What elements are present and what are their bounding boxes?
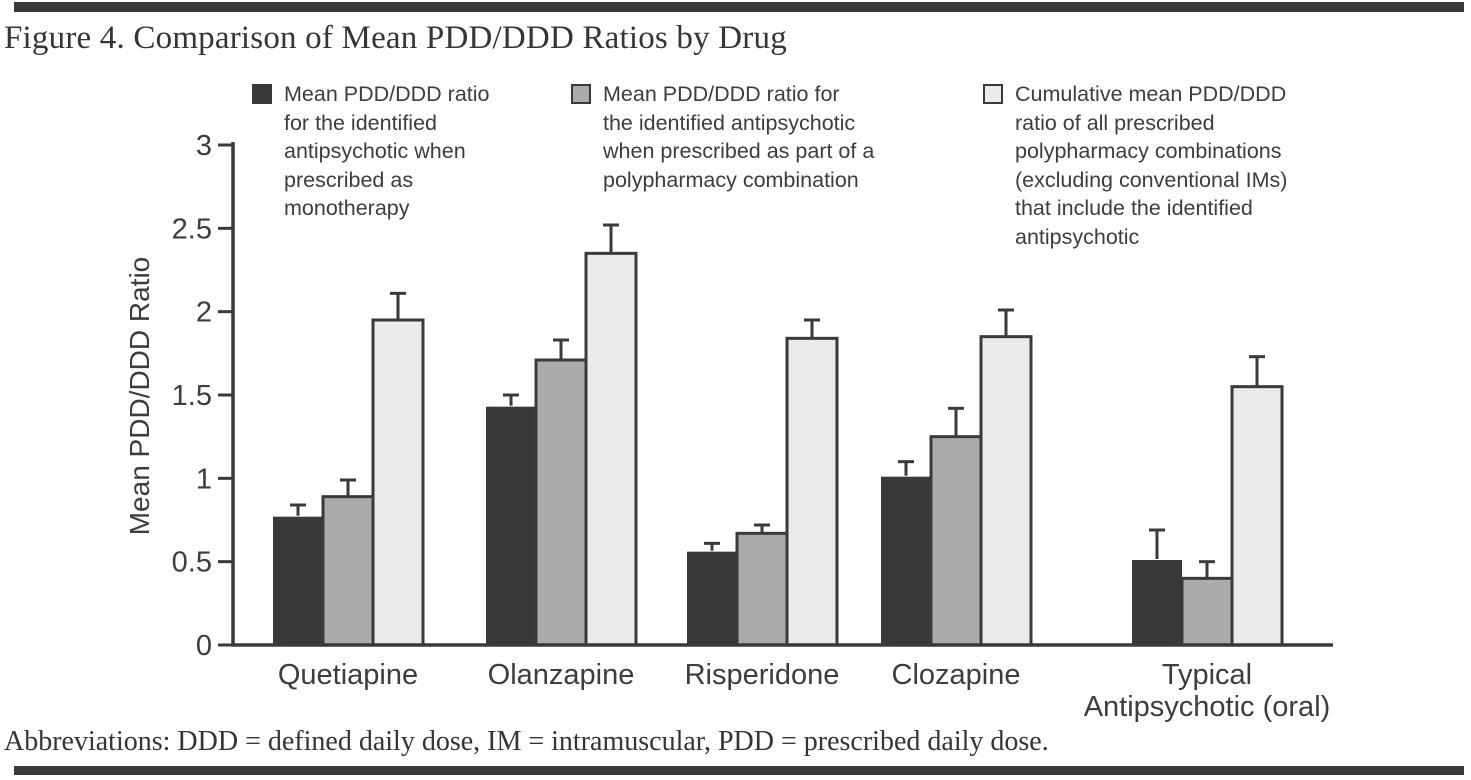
svg-text:3: 3 [196, 130, 212, 162]
svg-text:Clozapine: Clozapine [892, 659, 1021, 691]
legend-label-polypharmacy: Mean PDD/DDD ratio for the identified an… [603, 82, 875, 192]
svg-text:Quetiapine: Quetiapine [278, 659, 418, 691]
svg-text:2: 2 [196, 297, 212, 329]
legend-swatch-cumulative [983, 84, 1003, 104]
svg-text:0: 0 [196, 630, 212, 662]
svg-text:2.5: 2.5 [172, 213, 212, 245]
legend-item-monotherapy: Mean PDD/DDD ratio for the identified an… [252, 80, 490, 223]
svg-text:Risperidone: Risperidone [685, 659, 840, 691]
svg-text:0.5: 0.5 [172, 547, 212, 579]
legend-label-monotherapy: Mean PDD/DDD ratio for the identified an… [284, 82, 490, 220]
svg-text:1: 1 [196, 463, 212, 495]
top-rule [14, 2, 1464, 12]
legend-swatch-polypharmacy [571, 84, 591, 104]
bottom-rule [14, 766, 1464, 775]
figure-title: Figure 4. Comparison of Mean PDD/DDD Rat… [4, 20, 787, 56]
abbreviations-footnote: Abbreviations: DDD = defined daily dose,… [4, 726, 1049, 757]
svg-text:1.5: 1.5 [172, 380, 212, 412]
legend-item-polypharmacy: Mean PDD/DDD ratio for the identified an… [571, 80, 874, 194]
svg-text:Olanzapine: Olanzapine [488, 659, 635, 691]
legend-item-cumulative: Cumulative mean PDD/DDD ratio of all pre… [983, 80, 1287, 251]
legend-label-cumulative: Cumulative mean PDD/DDD ratio of all pre… [1015, 82, 1288, 249]
legend-swatch-monotherapy [252, 84, 272, 104]
